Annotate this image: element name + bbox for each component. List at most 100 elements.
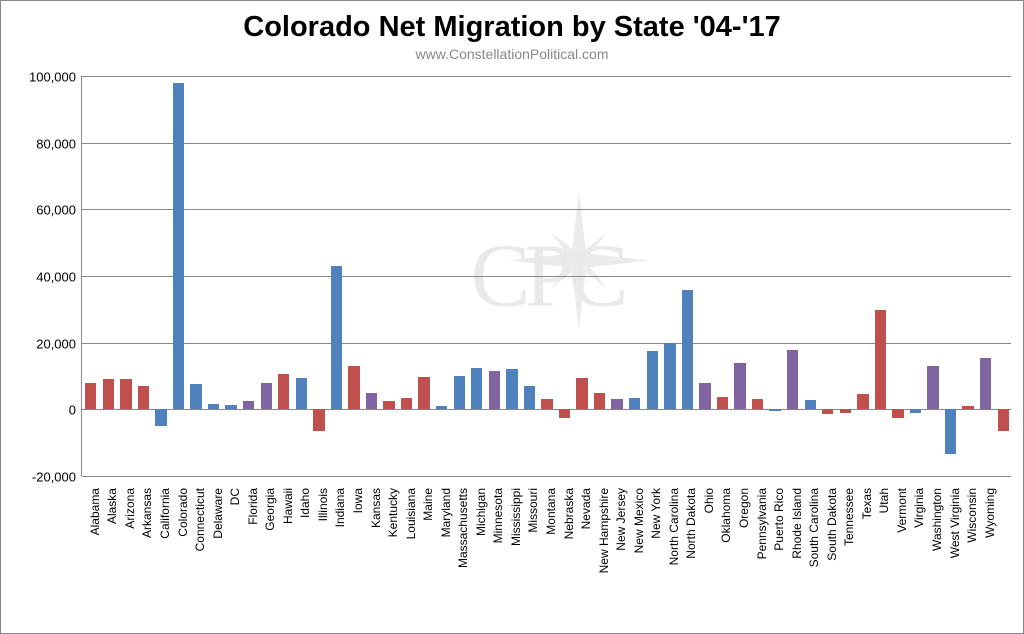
bar [629, 398, 640, 410]
bar [664, 343, 675, 409]
xlabel: New Mexico [632, 488, 646, 553]
bar [524, 386, 535, 409]
bar [208, 404, 219, 409]
bar [962, 406, 973, 409]
xlabel: Missouri [526, 488, 540, 533]
bars [82, 76, 1011, 476]
bar [471, 368, 482, 410]
xlabel: Virginia [912, 488, 926, 528]
xlabel: Connecticut [193, 488, 207, 551]
bar [875, 310, 886, 409]
bar [225, 405, 236, 409]
bar [717, 397, 728, 410]
xlabel: Kentucky [386, 488, 400, 537]
xlabel: Alabama [88, 488, 102, 535]
xlabel: DC [228, 488, 242, 505]
bar [331, 266, 342, 409]
bar [313, 409, 324, 431]
xlabel: Arizona [123, 488, 137, 529]
bar [840, 409, 851, 413]
xlabel: Wisconsin [965, 488, 979, 543]
bar [945, 409, 956, 454]
plot-area: CPC -20,000020,00040,00060,00080,000100,… [81, 76, 1011, 476]
ytick-label: 80,000 [36, 136, 82, 151]
bar [173, 83, 184, 410]
bar [857, 394, 868, 409]
xlabel: New Hampshire [597, 488, 611, 573]
bar [980, 358, 991, 409]
bar [927, 366, 938, 409]
ytick-label: 20,000 [36, 336, 82, 351]
xlabel: Florida [246, 488, 260, 525]
bar [278, 374, 289, 409]
xlabel: New York [649, 488, 663, 539]
xlabel: Wyoming [983, 488, 997, 538]
x-axis-labels: AlabamaAlaskaArizonaArkansasCaliforniaCo… [81, 481, 1011, 631]
bar [120, 379, 131, 409]
bar [594, 393, 605, 410]
xlabel: Puerto Rico [772, 488, 786, 551]
bar [103, 379, 114, 409]
xlabel: Massachusetts [456, 488, 470, 568]
xlabel: Utah [877, 488, 891, 513]
xlabel: Nebraska [562, 488, 576, 539]
xlabel: South Dakota [825, 488, 839, 561]
bar [611, 399, 622, 409]
bar [418, 377, 429, 410]
ytick-label: 0 [69, 403, 82, 418]
bar [576, 378, 587, 410]
bar [892, 409, 903, 417]
bar [261, 383, 272, 410]
bar [541, 399, 552, 409]
xlabel: South Carolina [807, 488, 821, 567]
xlabel: Maine [421, 488, 435, 521]
xlabel: Arkansas [140, 488, 154, 538]
bar [752, 399, 763, 409]
bar [998, 409, 1009, 431]
xlabel: Michigan [474, 488, 488, 536]
xlabel: Washington [930, 488, 944, 551]
xlabel: Iowa [351, 488, 365, 513]
bar [243, 401, 254, 409]
xlabel: Vermont [895, 488, 909, 533]
bar [366, 393, 377, 410]
xlabel: Oregon [737, 488, 751, 528]
bar [85, 383, 96, 410]
xlabel: Colorado [176, 488, 190, 537]
xlabel: Georgia [263, 488, 277, 531]
ytick-label: -20,000 [32, 470, 82, 485]
xlabel: Oklahoma [719, 488, 733, 543]
bar [734, 363, 745, 410]
ytick-label: 100,000 [29, 70, 82, 85]
bar [436, 406, 447, 409]
chart-title: Colorado Net Migration by State '04-'17 [1, 1, 1023, 44]
bar [910, 409, 921, 412]
bar [454, 376, 465, 409]
xlabel: Louisiana [404, 488, 418, 539]
bar [787, 350, 798, 409]
bar [348, 366, 359, 409]
bar [155, 409, 166, 426]
bar [559, 409, 570, 417]
ytick-label: 40,000 [36, 270, 82, 285]
xlabel: Maryland [439, 488, 453, 537]
xlabel: Idaho [298, 488, 312, 518]
bar [699, 383, 710, 410]
xlabel: Pennsylvania [755, 488, 769, 559]
xlabel: Alaska [105, 488, 119, 524]
bar [805, 400, 816, 409]
xlabel: New Jersey [614, 488, 628, 551]
xlabel: Rhode Island [790, 488, 804, 559]
xlabel: Kansas [369, 488, 383, 528]
bar [296, 378, 307, 410]
xlabel: Minnesota [491, 488, 505, 543]
xlabel: Montana [544, 488, 558, 535]
bar [647, 351, 658, 409]
bar [506, 369, 517, 410]
xlabel: North Dakota [684, 488, 698, 559]
xlabel: Indiana [333, 488, 347, 527]
xlabel: Ohio [702, 488, 716, 513]
bar [769, 409, 780, 411]
bar [822, 409, 833, 414]
bar [682, 290, 693, 409]
